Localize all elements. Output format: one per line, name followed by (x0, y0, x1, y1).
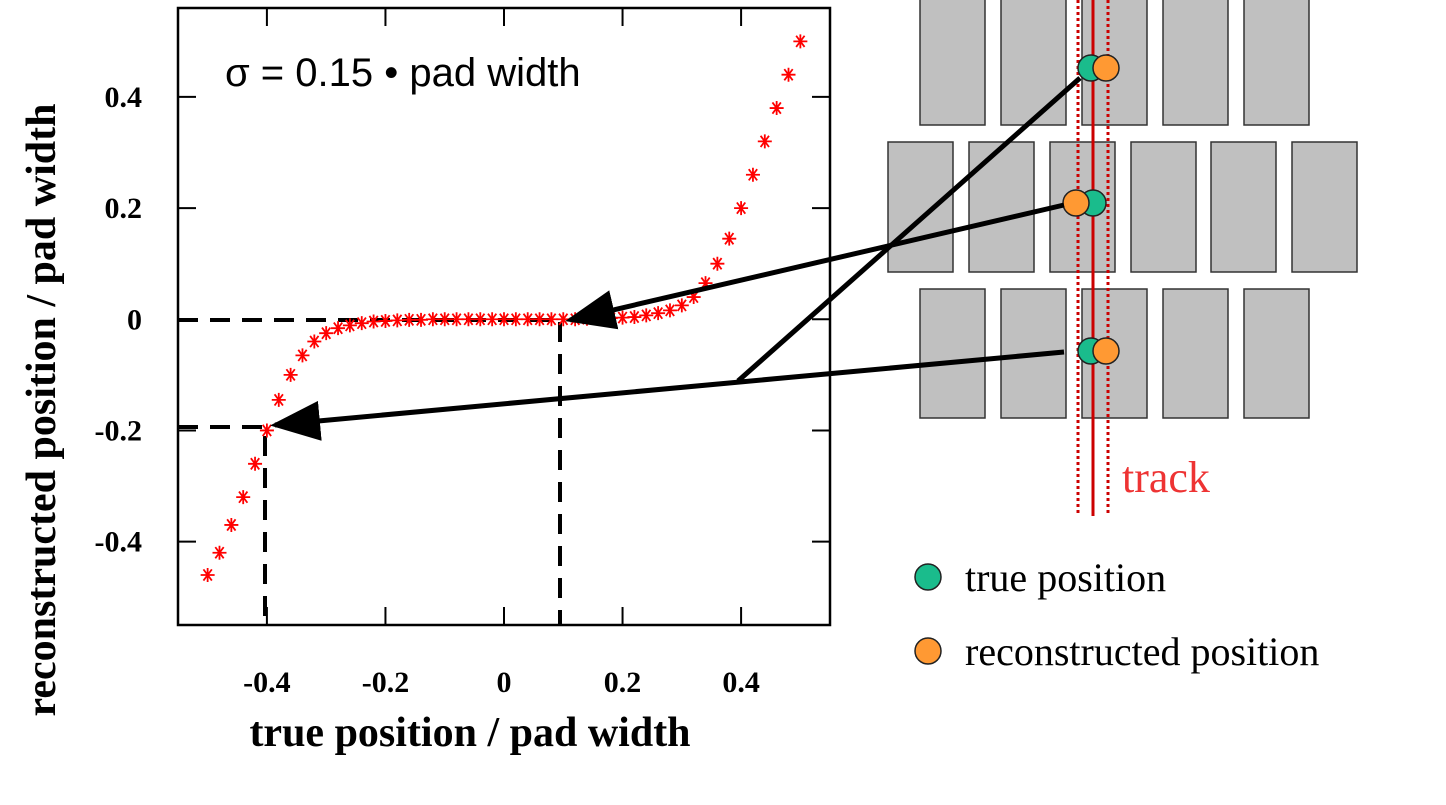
scatter-point (651, 306, 666, 321)
track (1076, 0, 1110, 516)
scatter-point (544, 312, 559, 327)
scatter-point (686, 290, 701, 305)
guide-lines (178, 318, 562, 625)
scatter-point (615, 310, 630, 325)
data-layer: -0.4 -0.2 0 0.2 0.4 -0.4 -0.2 0 0.2 0.4 (95, 8, 830, 699)
y-tick-label: -0.4 (95, 526, 143, 559)
scatter-point (224, 517, 239, 532)
scatter-point (793, 34, 808, 49)
scatter-point (283, 367, 298, 382)
legend-swatch (914, 637, 942, 665)
scatter-point (769, 101, 784, 116)
scatter-point (639, 308, 654, 323)
scatter-point (532, 312, 547, 327)
scatter-point (307, 334, 322, 349)
x-tick-label: -0.4 (243, 666, 291, 699)
scatter-point (473, 312, 488, 327)
scatter-point (295, 348, 310, 363)
scatter-point (212, 545, 227, 560)
scatter-point (248, 456, 263, 471)
scatter-point (437, 312, 452, 327)
scatter-point (271, 392, 286, 407)
arrows (270, 76, 1082, 441)
scatter-point (662, 303, 677, 318)
scatter-point (236, 490, 251, 505)
scatter-point (402, 312, 417, 327)
scatter-point (508, 312, 523, 327)
scatter-point (556, 312, 571, 327)
scatter-point (627, 310, 642, 325)
scatter-point (734, 201, 749, 216)
scatter-point (259, 423, 274, 438)
scatter-point (485, 312, 500, 327)
y-tick-label: -0.2 (95, 414, 143, 447)
scatter-point (425, 312, 440, 327)
scatter-point (497, 312, 511, 327)
scatter-point (366, 314, 381, 329)
annotation: σ = 0.15 • pad width (225, 51, 581, 95)
scatter-point (757, 134, 772, 149)
scatter-point (722, 231, 737, 246)
scatter-point (710, 256, 725, 271)
scatter-point (319, 326, 334, 341)
scatter-point (520, 312, 535, 327)
x-axis-title: true position / pad width (249, 710, 690, 756)
legend: true position reconstructed position (914, 555, 1319, 674)
y-tick-label: 0.2 (105, 192, 143, 225)
scatter-point (449, 312, 464, 327)
pad-array (887, 0, 1358, 419)
scatter-point (390, 313, 405, 328)
x-tick-label: 0 (497, 666, 512, 699)
scatter-point (745, 167, 760, 182)
legend-label: reconstructed position (965, 629, 1319, 674)
scatter-point (414, 312, 429, 327)
scatter-point (781, 67, 796, 82)
scatter-point (200, 567, 215, 582)
x-tick-label: 0.4 (722, 666, 760, 699)
scatter-point (331, 321, 346, 336)
y-tick-label: 0 (127, 303, 142, 336)
y-axis-title: reconstructed position / pad width (19, 104, 65, 717)
scatter-point (674, 298, 689, 313)
legend-swatch (914, 563, 942, 591)
legend-label: true position (965, 555, 1166, 600)
x-tick-label: -0.2 (362, 666, 410, 699)
scatter-point (354, 316, 369, 331)
hit-markers (1062, 54, 1120, 365)
y-tick-label: 0.4 (105, 81, 143, 114)
x-tick-label: 0.2 (604, 666, 642, 699)
scatter-point (342, 318, 357, 333)
track-label: track (1122, 453, 1210, 502)
scatter-point (461, 312, 476, 327)
scatter-point (378, 313, 393, 328)
scatter-point (698, 276, 713, 291)
